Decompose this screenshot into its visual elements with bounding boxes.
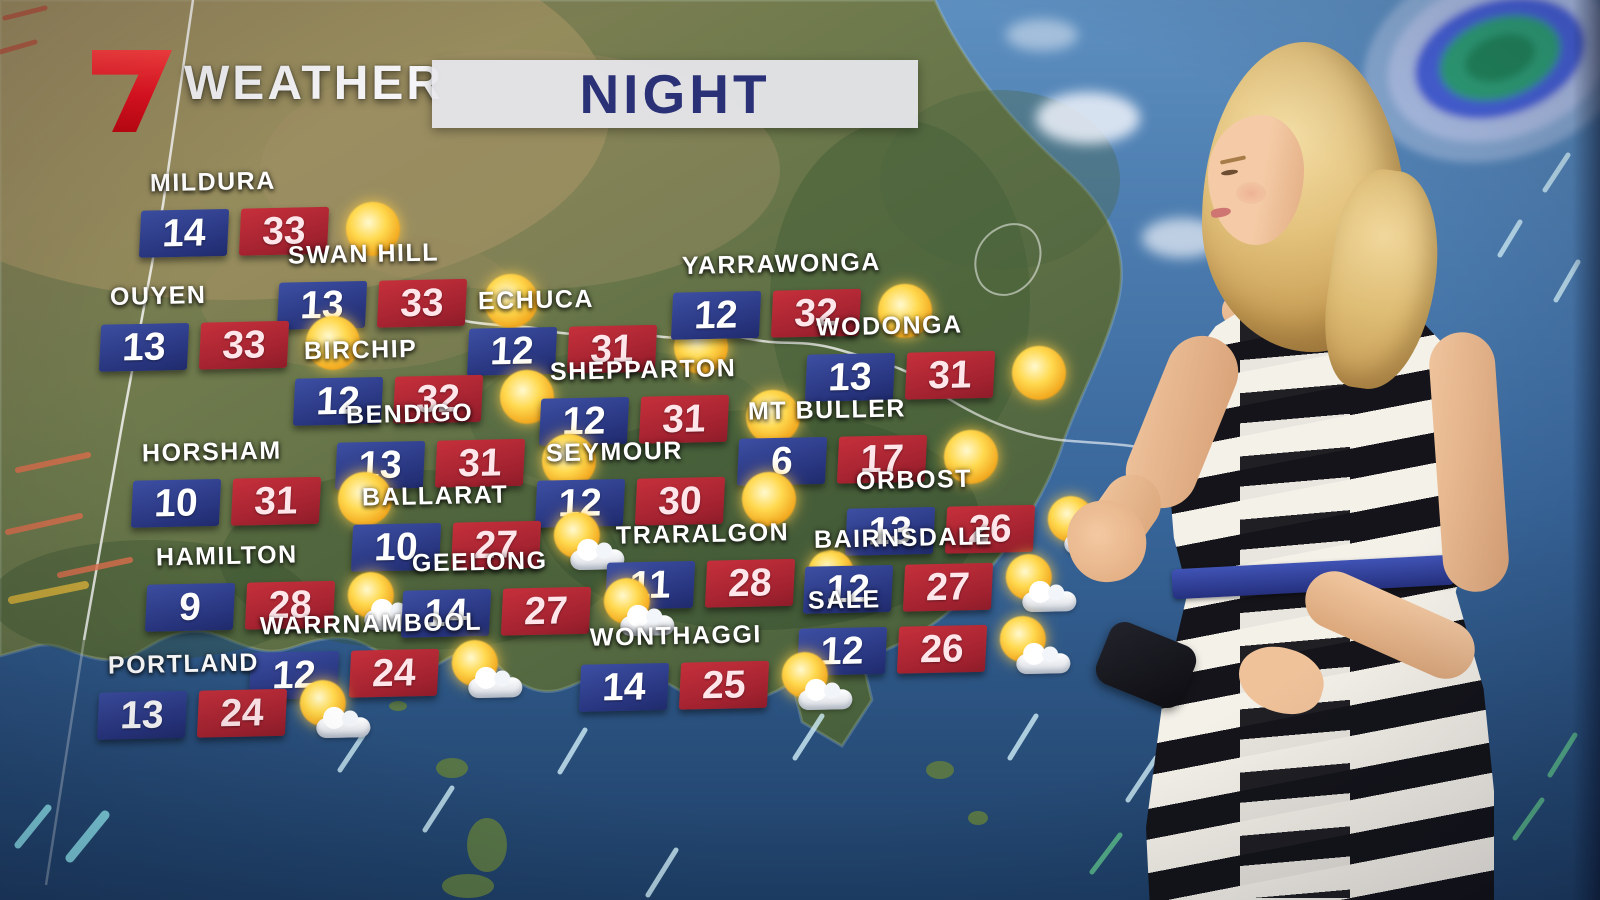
sun-cloud-icon bbox=[781, 651, 853, 714]
sun-cloud-icon bbox=[451, 639, 523, 702]
max-temp-box: 31 bbox=[434, 438, 526, 488]
city-label: ORBOST bbox=[855, 464, 973, 496]
sun-icon bbox=[1007, 341, 1070, 404]
city-label: WONTHAGGI bbox=[589, 620, 763, 652]
seven-network-logo-icon bbox=[92, 50, 172, 132]
city-label: HORSHAM bbox=[141, 436, 282, 468]
weather-brand-title: WEATHER bbox=[184, 57, 445, 110]
city-label: BALLARAT bbox=[361, 480, 509, 512]
temperature-row: 14 25 bbox=[578, 651, 853, 719]
city-label: OUYEN bbox=[109, 280, 207, 312]
min-temp-box: 10 bbox=[130, 478, 222, 528]
city-label: ECHUCA bbox=[477, 284, 595, 316]
max-temp-box: 31 bbox=[904, 350, 996, 400]
city-label: WARRNAMBOOL bbox=[259, 607, 483, 641]
max-temp-box: 31 bbox=[638, 394, 730, 444]
screen-edge-shadow bbox=[1572, 0, 1600, 900]
city-label: BIRCHIP bbox=[303, 334, 418, 366]
min-temp-box: 14 bbox=[578, 662, 670, 712]
cloud-icon bbox=[468, 677, 523, 699]
max-temp-box: 26 bbox=[896, 624, 988, 674]
cloud-icon bbox=[1016, 653, 1071, 675]
sun-cloud-icon bbox=[999, 615, 1071, 678]
cloud-icon bbox=[316, 717, 371, 739]
city-label: HAMILTON bbox=[155, 540, 298, 572]
max-temp-box: 30 bbox=[634, 476, 726, 526]
weather-station: WODONGA 13 31 bbox=[804, 310, 1070, 406]
radar-cell bbox=[1363, 0, 1600, 163]
max-temp-box: 27 bbox=[500, 586, 592, 636]
header: WEATHER NIGHT bbox=[0, 0, 1600, 150]
temperature-row: 13 24 bbox=[96, 679, 371, 747]
islands bbox=[389, 701, 988, 898]
city-label: MILDURA bbox=[149, 166, 277, 198]
city-label: BENDIGO bbox=[345, 398, 474, 430]
min-temp-box: 13 bbox=[98, 322, 190, 372]
city-label: GEELONG bbox=[411, 546, 548, 578]
max-temp-box: 31 bbox=[230, 476, 322, 526]
weather-station: WONTHAGGI 14 25 bbox=[578, 620, 853, 719]
city-label: MT BULLER bbox=[747, 394, 907, 426]
city-label: SHEPPARTON bbox=[549, 354, 737, 386]
city-label: BAIRNSDALE bbox=[813, 522, 994, 554]
max-temp-box: 28 bbox=[704, 558, 796, 608]
city-label: PORTLAND bbox=[107, 648, 260, 680]
min-temp-box: 14 bbox=[138, 208, 230, 258]
min-temp-box: 12 bbox=[670, 290, 762, 340]
max-temp-box: 33 bbox=[198, 320, 290, 370]
city-label: YARRAWONGA bbox=[681, 247, 882, 281]
city-label: SEYMOUR bbox=[545, 436, 684, 468]
city-label: TRARALGON bbox=[615, 518, 790, 550]
city-label: WODONGA bbox=[815, 310, 963, 342]
cloud-icon bbox=[1064, 533, 1119, 555]
max-temp-box: 24 bbox=[348, 648, 440, 698]
min-temp-box: 9 bbox=[144, 582, 236, 632]
city-label: SALE bbox=[807, 585, 881, 615]
max-temp-box: 33 bbox=[376, 278, 468, 328]
city-label: SWAN HILL bbox=[287, 238, 440, 270]
weather-station: PORTLAND 13 24 bbox=[96, 648, 371, 747]
sun-cloud-icon bbox=[299, 679, 371, 742]
min-temp-box: 13 bbox=[96, 690, 188, 740]
max-temp-box: 25 bbox=[678, 660, 770, 710]
max-temp-box: 24 bbox=[196, 688, 288, 738]
cloud-icon bbox=[798, 689, 853, 711]
night-banner: NIGHT bbox=[432, 60, 918, 128]
sun-core bbox=[1011, 345, 1067, 401]
